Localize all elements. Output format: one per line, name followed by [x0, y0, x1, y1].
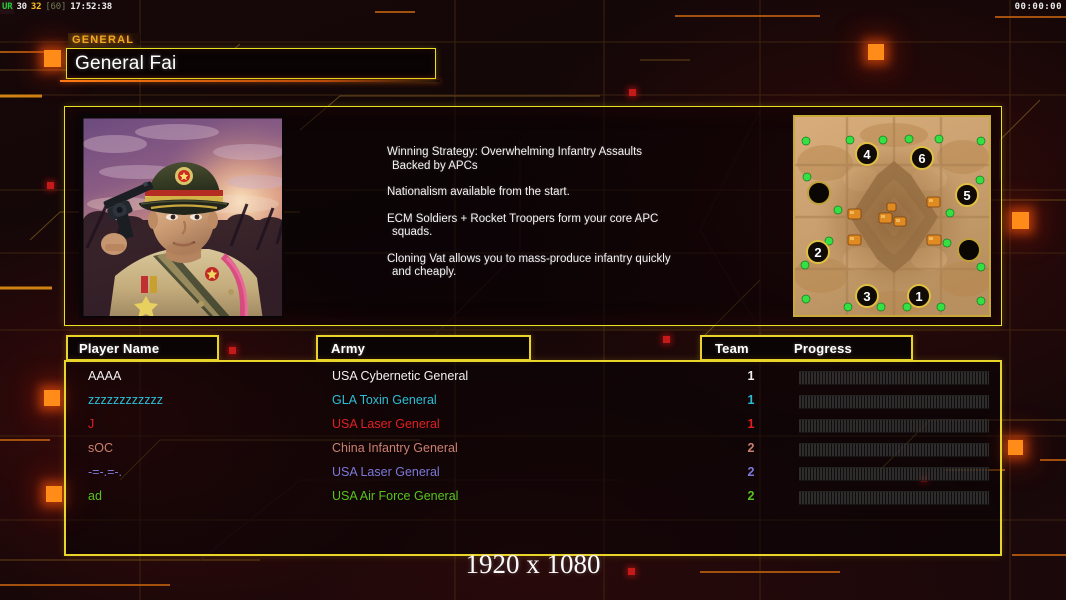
column-header-label: Team	[715, 341, 749, 356]
player-progress-bar	[799, 443, 989, 457]
strategy-paragraph: Cloning Vat allows you to mass-produce i…	[387, 253, 717, 280]
strategy-paragraph: ECM Soldiers + Rocket Troopers form your…	[387, 213, 717, 240]
player-team: 1	[747, 369, 755, 383]
player-name: ad	[88, 489, 102, 503]
player-army: USA Laser General	[332, 417, 440, 431]
status-tag: UR	[0, 0, 15, 14]
strategy-text: Winning Strategy: Overwhelming Infantry …	[387, 146, 717, 293]
column-header-player-name: Player Name	[66, 335, 219, 361]
player-list: AAAA USA Cybernetic General 1 zzzzzzzzzz…	[64, 360, 1002, 556]
decor-glow-square	[868, 44, 884, 60]
status-num-2: 32	[30, 2, 42, 12]
player-army: China Infantry General	[332, 441, 458, 455]
svg-text:4: 4	[863, 147, 871, 162]
player-progress-bar	[799, 395, 989, 409]
svg-text:6: 6	[918, 151, 925, 166]
general-section-label: GENERAL	[68, 33, 141, 47]
player-progress-bar	[799, 419, 989, 433]
general-info-panel: Winning Strategy: Overwhelming Infantry …	[64, 106, 1002, 326]
general-name: General Fai	[75, 53, 177, 74]
resolution-caption: 1920 x 1080	[465, 549, 601, 579]
top-status-bar: UR 30 32 [60] 17:52:38	[0, 0, 1066, 14]
svg-text:1: 1	[915, 289, 922, 304]
decor-glow-square	[1012, 212, 1029, 229]
status-clock: 17:52:38	[70, 2, 112, 12]
match-timer: 00:00:00	[1014, 2, 1062, 12]
table-row[interactable]: AAAA USA Cybernetic General 1	[66, 367, 1004, 391]
svg-text:5: 5	[963, 188, 970, 203]
player-name: zzzzzzzzzzzz	[88, 393, 163, 407]
map-preview[interactable]: 4 6 5 2 3 1	[793, 115, 991, 317]
strategy-paragraph: Winning Strategy: Overwhelming Infantry …	[387, 146, 717, 173]
column-header-label: Progress	[794, 341, 852, 356]
player-name: -=-.=-.	[88, 465, 123, 479]
player-team: 2	[747, 441, 755, 455]
player-progress-bar	[799, 491, 989, 505]
table-row[interactable]: sOC China Infantry General 2	[66, 439, 1004, 463]
decor-red-square	[629, 89, 636, 96]
column-header-army: Army	[316, 335, 531, 361]
player-team: 1	[747, 417, 755, 431]
decor-red-square	[663, 336, 670, 343]
status-num-1: 30	[16, 2, 27, 12]
decor-red-square	[628, 568, 635, 575]
player-name: sOC	[88, 441, 113, 455]
player-team: 2	[747, 489, 755, 503]
strategy-line: and cheaply.	[392, 266, 457, 278]
player-progress-bar	[799, 371, 989, 385]
decor-glow-square	[1008, 440, 1023, 455]
player-team: 2	[747, 465, 755, 479]
player-army: USA Cybernetic General	[332, 369, 469, 383]
player-army: USA Air Force General	[332, 489, 459, 503]
player-army: GLA Toxin General	[332, 393, 437, 407]
player-team: 1	[747, 393, 755, 407]
strategy-paragraph: Nationalism available from the start.	[387, 186, 717, 200]
strategy-line: Cloning Vat allows you to mass-produce i…	[387, 252, 671, 265]
player-progress-bar	[799, 467, 989, 481]
table-row[interactable]: J USA Laser General 1	[66, 415, 1004, 439]
strategy-line: squads.	[392, 226, 433, 238]
player-name: AAAA	[88, 369, 122, 383]
svg-text:3: 3	[863, 289, 870, 304]
svg-text:2: 2	[814, 245, 821, 260]
general-portrait	[79, 114, 284, 318]
table-row[interactable]: zzzzzzzzzzzz GLA Toxin General 1	[66, 391, 1004, 415]
table-row[interactable]: -=-.=-. USA Laser General 2	[66, 463, 1004, 487]
player-army: USA Laser General	[332, 465, 440, 479]
table-row[interactable]: ad USA Air Force General 2	[66, 487, 1004, 511]
column-header-label: Player Name	[79, 341, 160, 356]
general-name-box: General Fai	[66, 48, 436, 79]
decor-red-square	[47, 182, 54, 189]
decor-glow-square	[44, 50, 61, 67]
strategy-line: ECM Soldiers + Rocket Troopers form your…	[387, 212, 659, 225]
player-name: J	[88, 417, 95, 431]
column-header-label: Army	[331, 341, 366, 356]
column-header-team-progress: Team Progress	[700, 335, 913, 361]
strategy-line: Winning Strategy: Overwhelming Infantry …	[387, 146, 643, 158]
decor-red-square	[229, 347, 236, 354]
decor-glow-square	[46, 486, 62, 502]
strategy-line: Backed by APCs	[392, 159, 478, 172]
decor-glow-square	[44, 390, 60, 406]
name-underline-decor	[60, 80, 440, 82]
strategy-line: Nationalism available from the start.	[387, 186, 570, 198]
status-num-3: [60]	[45, 2, 67, 12]
